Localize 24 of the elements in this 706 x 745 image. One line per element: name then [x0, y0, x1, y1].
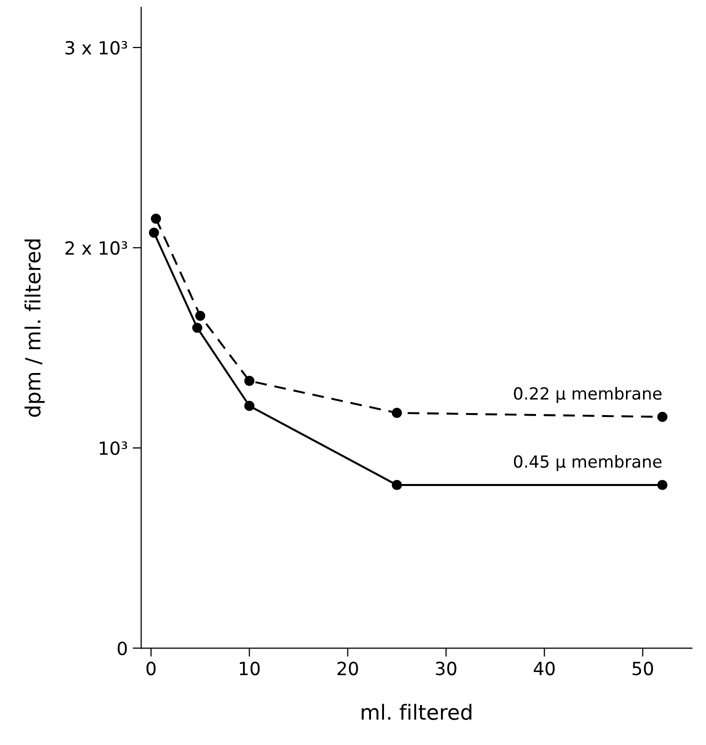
x-tick-label: 0	[146, 662, 156, 676]
point	[244, 400, 254, 411]
y-tick-label: 3 x 10³	[66, 40, 128, 55]
series-label: 0.22 μ membrane	[514, 386, 662, 404]
y-tick-label: 2 x 10³	[65, 241, 128, 255]
point	[244, 376, 254, 386]
point	[392, 408, 402, 418]
point	[195, 310, 206, 321]
x-tick-label: 40	[534, 662, 555, 676]
point	[657, 480, 668, 490]
y-tick-label: 0	[118, 642, 127, 656]
series-label: 0.45 μ membrane	[514, 454, 662, 472]
point	[148, 228, 160, 238]
x-tick-label: 30	[436, 662, 456, 676]
x-tick-label: 20	[338, 662, 358, 676]
x-tick-label: 10	[240, 662, 260, 676]
x-axis-title: ml. filtered	[362, 704, 472, 720]
point	[192, 322, 202, 333]
point	[150, 214, 162, 224]
point	[657, 412, 668, 422]
point	[392, 480, 402, 490]
x-tick-label: 50	[632, 662, 653, 676]
y-tick-label: 10³	[100, 441, 128, 456]
y-axis-title: dpm / ml. filtered	[24, 240, 45, 417]
